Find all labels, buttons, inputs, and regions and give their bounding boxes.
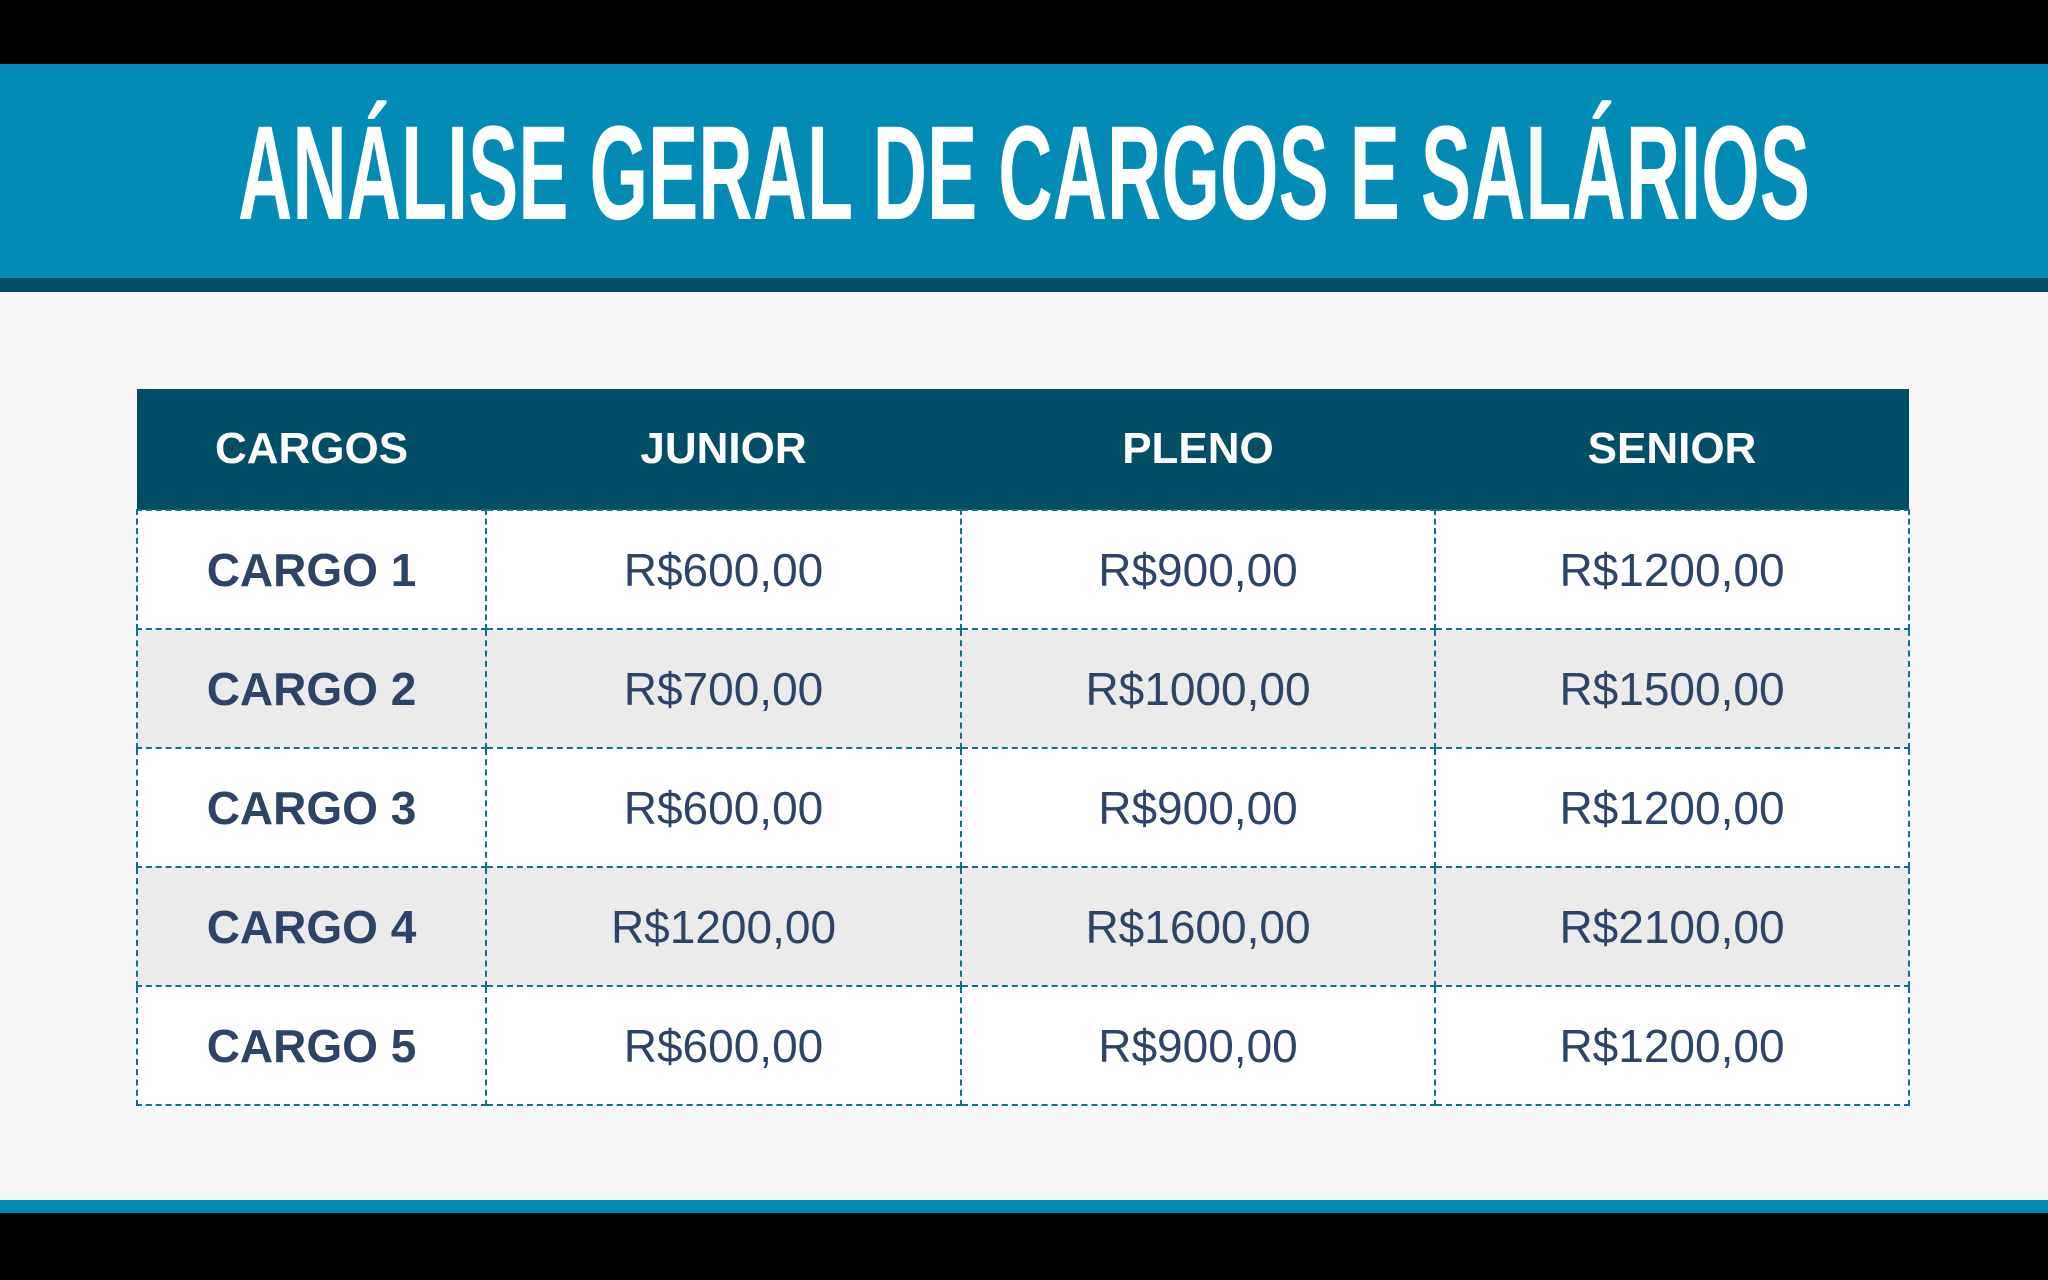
junior-salary: R$600,00	[485, 747, 962, 868]
header-senior: SENIOR	[1435, 389, 1909, 510]
table-row: CARGO 4 R$1200,00 R$1600,00 R$2100,00	[136, 866, 1910, 987]
footer-bar	[0, 1200, 2048, 1213]
senior-salary: R$2100,00	[1434, 866, 1910, 987]
page-title-graphic: ANÁLISE GERAL DE CARGOS E SALÁRIOS	[238, 99, 1810, 248]
pleno-salary: R$1600,00	[960, 866, 1436, 987]
table-row: CARGO 5 R$600,00 R$900,00 R$1200,00	[136, 985, 1910, 1106]
pleno-salary: R$1000,00	[960, 628, 1436, 749]
cargo-name: CARGO 1	[136, 509, 487, 630]
junior-salary: R$700,00	[485, 628, 962, 749]
cargo-name: CARGO 3	[136, 747, 487, 868]
table-row: CARGO 2 R$700,00 R$1000,00 R$1500,00	[136, 628, 1910, 749]
table-header-row: CARGOS JUNIOR PLENO SENIOR	[137, 389, 1909, 510]
page-title: ANÁLISE GERAL DE CARGOS E SALÁRIOS	[238, 99, 1810, 248]
header-junior: JUNIOR	[486, 389, 961, 510]
cargo-name: CARGO 4	[136, 866, 487, 987]
junior-salary: R$600,00	[485, 985, 962, 1106]
junior-salary: R$1200,00	[485, 866, 962, 987]
senior-salary: R$1200,00	[1434, 509, 1910, 630]
pleno-salary: R$900,00	[960, 985, 1436, 1106]
header-pleno: PLENO	[961, 389, 1435, 510]
title-banner: ANÁLISE GERAL DE CARGOS E SALÁRIOS	[0, 64, 2048, 278]
table-row: CARGO 3 R$600,00 R$900,00 R$1200,00	[136, 747, 1910, 868]
senior-salary: R$1500,00	[1434, 628, 1910, 749]
pleno-salary: R$900,00	[960, 747, 1436, 868]
salary-table: CARGOS JUNIOR PLENO SENIOR CARGO 1 R$600…	[136, 389, 1910, 1106]
banner-divider	[0, 278, 2048, 292]
junior-salary: R$600,00	[485, 509, 962, 630]
cargo-name: CARGO 2	[136, 628, 487, 749]
cargo-name: CARGO 5	[136, 985, 487, 1106]
senior-salary: R$1200,00	[1434, 747, 1910, 868]
header-cargos: CARGOS	[137, 389, 486, 510]
senior-salary: R$1200,00	[1434, 985, 1910, 1106]
pleno-salary: R$900,00	[960, 509, 1436, 630]
table-row: CARGO 1 R$600,00 R$900,00 R$1200,00	[136, 509, 1910, 630]
